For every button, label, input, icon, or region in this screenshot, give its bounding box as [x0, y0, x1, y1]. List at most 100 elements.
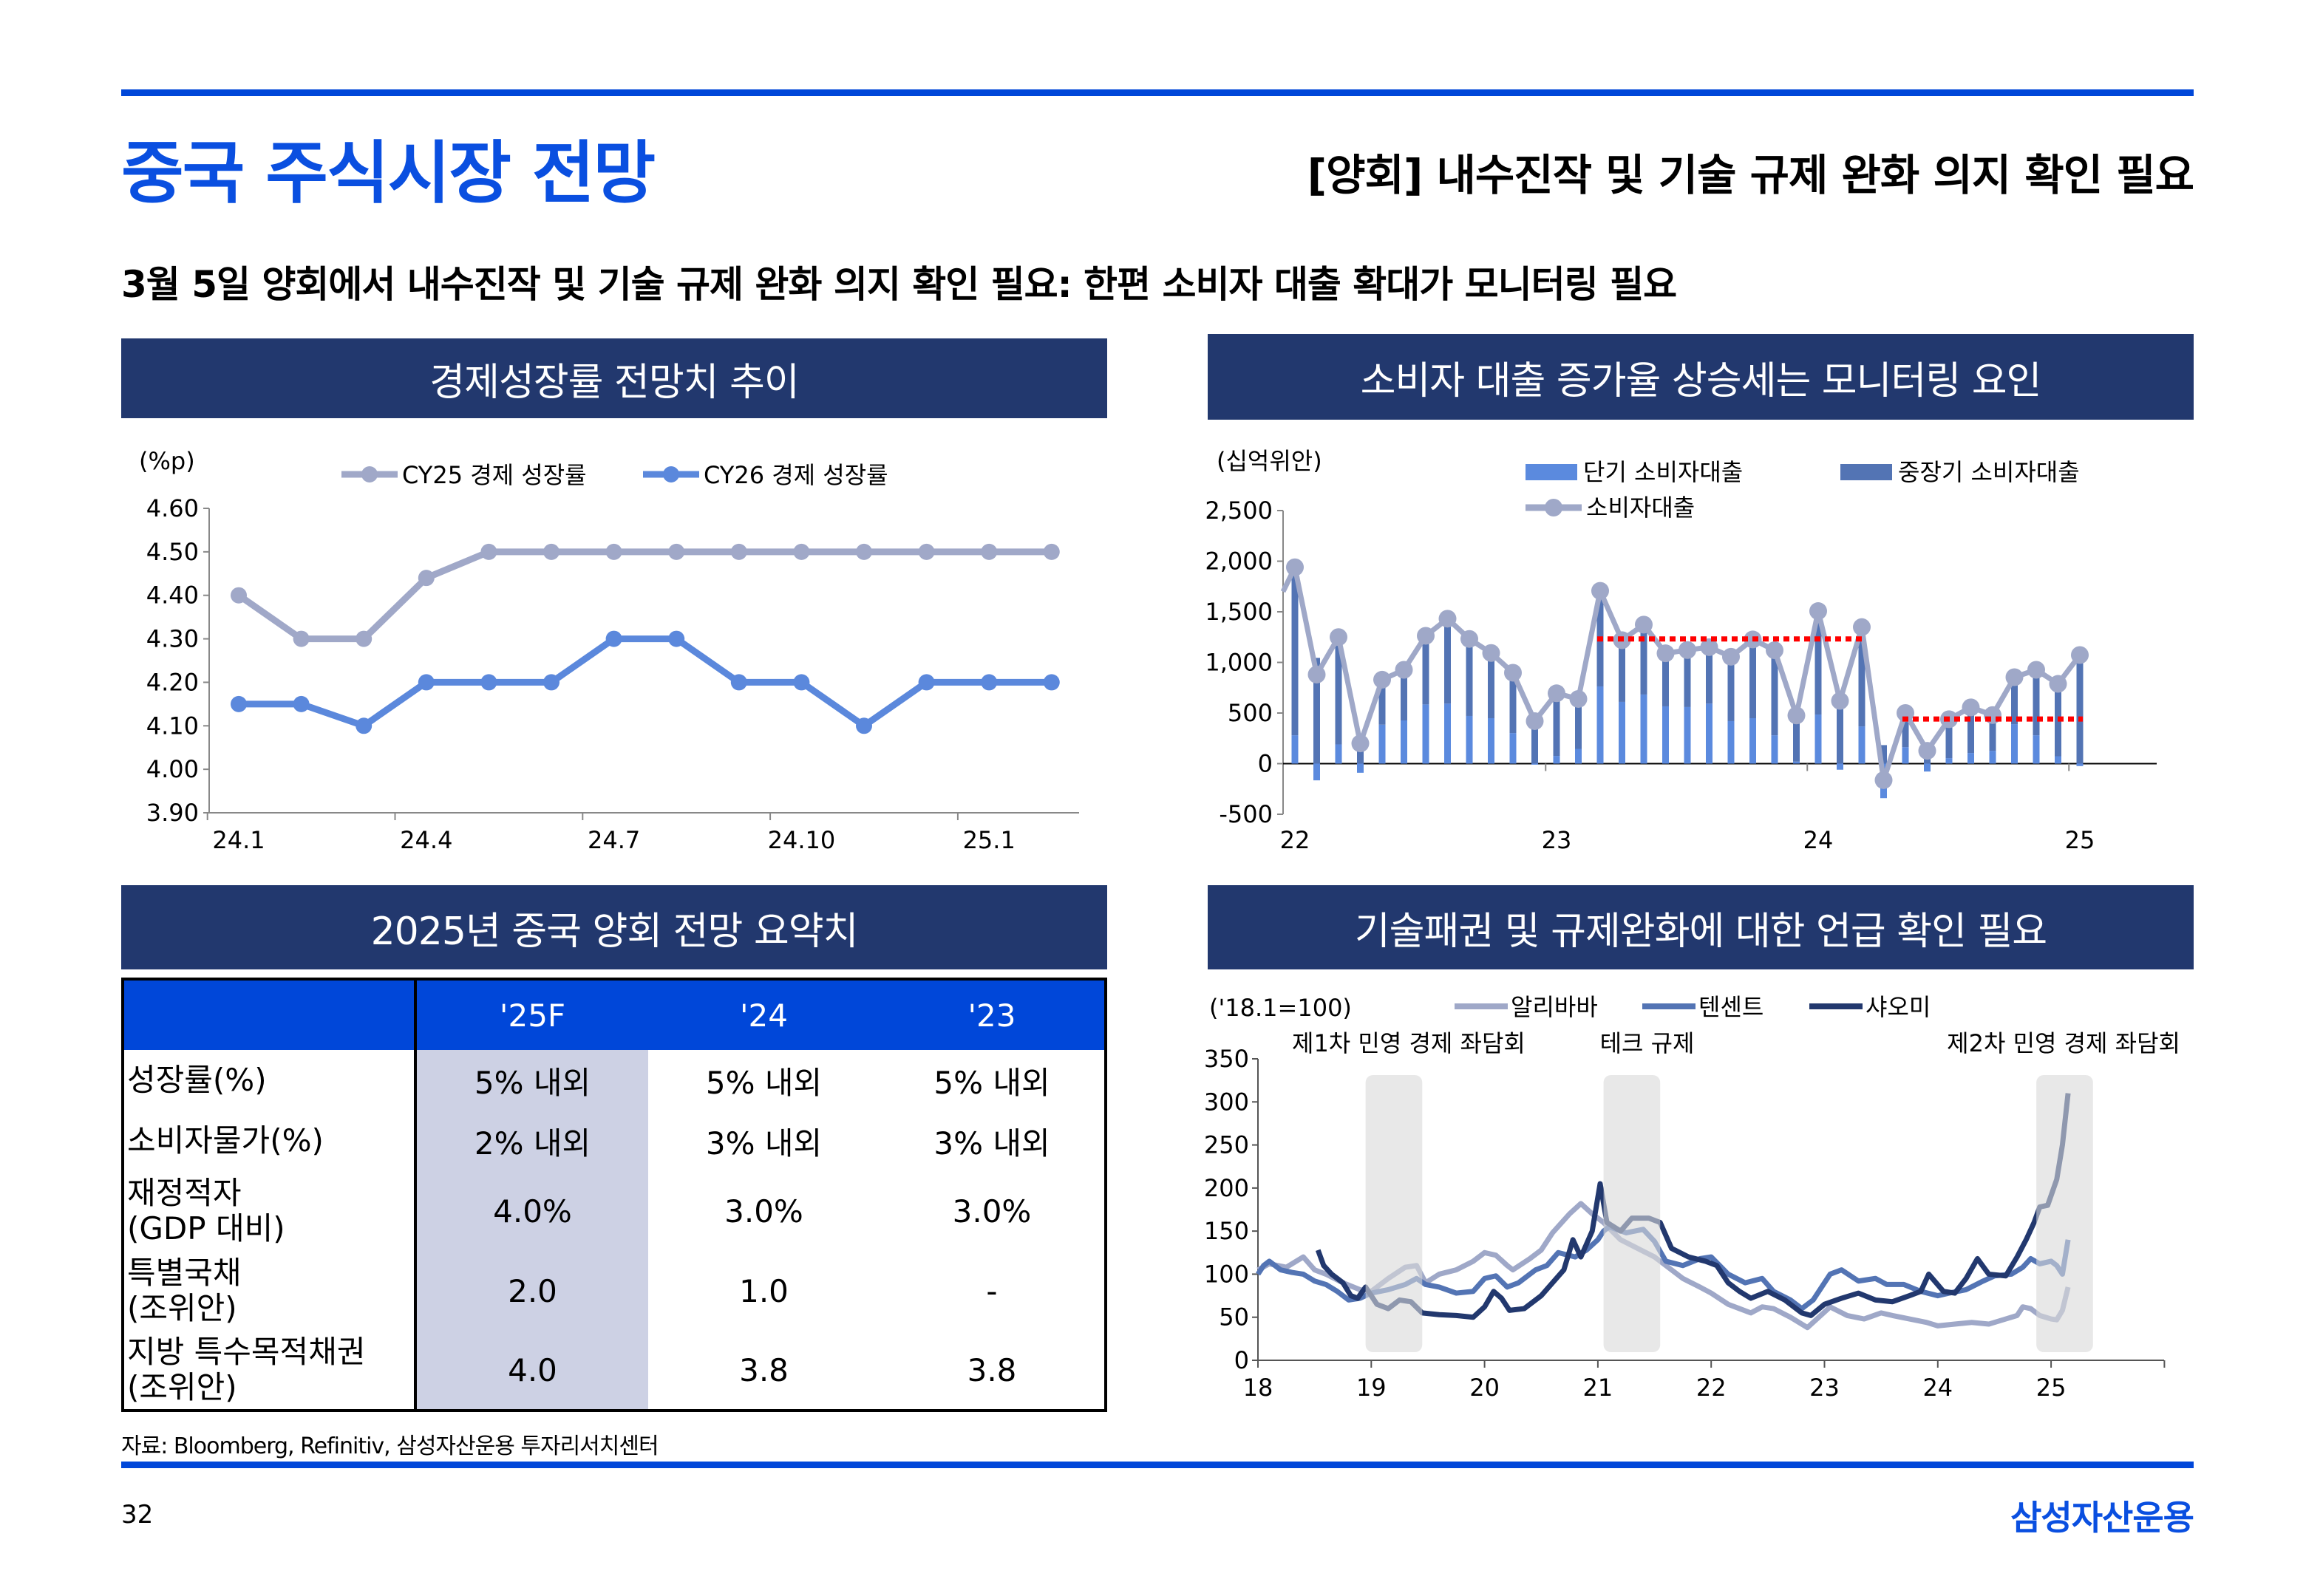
bar-short-loan	[1727, 720, 1735, 764]
bar-short-loan	[1989, 751, 1996, 764]
bar-long-loan	[1509, 672, 1517, 734]
legend-swatch-short	[1526, 464, 1577, 480]
y-tick-label: 50	[1219, 1303, 1249, 1331]
bar-short-loan	[1313, 763, 1320, 781]
bar-short-loan	[1902, 747, 1909, 764]
bar-long-loan	[1902, 713, 1909, 748]
bar-long-loan	[1531, 720, 1538, 764]
table-header-cell: '23	[880, 979, 1106, 1050]
data-point	[1679, 641, 1696, 659]
bar-short-loan	[1924, 763, 1931, 772]
data-point	[480, 674, 497, 691]
table-cell: 3% 내외	[933, 1125, 1050, 1162]
event-annotation-label: 테크 규제	[1600, 1029, 1695, 1057]
section-title-loans: 소비자 대출 증가율 상승세는 모니터링 요인	[1208, 334, 2194, 420]
legend-label-short: 단기 소비자대출	[1583, 458, 1743, 486]
bar-long-loan	[1335, 637, 1342, 745]
x-tick-label: 23	[1542, 826, 1572, 854]
legend-label-tencent: 텐센트	[1698, 993, 1763, 1021]
x-tick-label: 25.1	[963, 826, 1016, 854]
table-cell: 3.0%	[952, 1193, 1032, 1230]
data-point	[1307, 665, 1326, 683]
bar-long-loan	[1793, 715, 1800, 762]
bar-long-loan	[1466, 638, 1473, 716]
table-cell: 5% 내외	[415, 1050, 648, 1111]
bar-short-loan	[1814, 715, 1822, 764]
data-point	[480, 543, 497, 560]
table-row: 특별국채 (조위안) 2.0 1.0-	[123, 1251, 1106, 1331]
bar-long-loan	[1771, 650, 1778, 736]
data-point	[1043, 674, 1060, 691]
y-tick-label: 4.50	[146, 538, 199, 566]
bar-long-loan	[1814, 611, 1822, 715]
data-point	[1635, 615, 1653, 634]
data-point	[293, 695, 310, 712]
y-tick-label: 2,500	[1205, 497, 1273, 525]
table-cell: 3.8	[967, 1351, 1017, 1388]
y-tick-label: 0	[1258, 750, 1273, 778]
table-cell: 2% 내외	[415, 1111, 648, 1171]
bar-short-loan	[1378, 724, 1386, 764]
data-point	[1286, 558, 1304, 576]
source-note: 자료: Bloomberg, Refinitiv, 삼성자산운용 투자리서치센터	[121, 1433, 659, 1459]
data-point	[356, 717, 373, 734]
data-point	[1591, 582, 1609, 600]
table-row: 재정적자 (GDP 대비) 4.0% 3.0% 3.0%	[123, 1171, 1106, 1251]
legend-label-alibaba: 알리바바	[1511, 993, 1598, 1021]
legend-swatch-long	[1840, 464, 1892, 480]
table-cell: 3.0%	[724, 1193, 803, 1230]
row-label-line: (조위안)	[127, 1369, 237, 1405]
data-point	[793, 543, 810, 560]
bar-long-loan	[2076, 652, 2084, 764]
growth-forecast-chart: (%p) CY25 경제 성장률 CY26 경제 성장률 4.60 4.50 4.4…	[139, 447, 1079, 854]
bar-short-loan	[2011, 724, 2018, 764]
bar-long-loan	[1989, 715, 1996, 751]
data-point	[543, 543, 560, 560]
x-tick-label: 22	[1280, 826, 1310, 854]
bar-short-loan	[1640, 694, 1647, 764]
table-cell: 4.0	[415, 1331, 648, 1411]
bar-short-loan	[2055, 756, 2061, 764]
y-tick-label: 350	[1204, 1045, 1249, 1073]
highlight-band	[1603, 1075, 1661, 1352]
bar-short-loan	[1531, 763, 1538, 765]
bar-long-loan	[1727, 656, 1735, 721]
bar-short-loan	[1858, 726, 1865, 764]
data-point	[1526, 712, 1544, 730]
x-tick-label: 21	[1583, 1374, 1613, 1402]
bar-long-loan	[1880, 745, 1887, 764]
bar-short-loan	[1575, 748, 1582, 764]
top-rule	[121, 89, 2194, 96]
legend-label-long: 중장기 소비자대출	[1898, 458, 2080, 486]
data-point	[856, 543, 872, 560]
y-unit-label: (십억위안)	[1217, 447, 1322, 475]
data-point	[1460, 630, 1478, 648]
table-row: 소비자물가(%) 2% 내외 3% 내외 3% 내외	[123, 1111, 1106, 1171]
data-point	[605, 543, 622, 560]
y-unit-label: (%p)	[139, 447, 195, 475]
row-label: 성장률(%)	[123, 1050, 417, 1111]
series-line-cy25	[237, 548, 1052, 643]
table-cell: 3.8	[739, 1351, 789, 1388]
bar-short-loan	[1684, 706, 1691, 764]
table-row: 성장률(%) 5% 내외 5% 내외 5% 내외	[123, 1050, 1106, 1111]
legend-label-cy25: CY25 경제 성장률	[402, 461, 587, 489]
legend: 알리바바 텐센트 샤오미	[1455, 993, 1931, 1021]
table-header-cell: '24	[648, 979, 880, 1050]
x-tick-label: 24.1	[212, 826, 265, 854]
data-point	[2071, 646, 2089, 664]
table-cell: 2.0	[415, 1251, 648, 1331]
legend-label-total: 소비자대출	[1586, 494, 1695, 522]
data-point	[1853, 618, 1871, 636]
bar-long-loan	[1837, 695, 1843, 764]
x-tick-label: 24.4	[400, 826, 452, 854]
data-point	[1043, 543, 1060, 560]
legend: CY25 경제 성장률 CY26 경제 성장률	[341, 461, 888, 489]
legend-marker-cy26	[663, 466, 679, 482]
y-tick-label: 4.40	[146, 582, 199, 610]
data-point	[1482, 644, 1500, 662]
table-cell: 3% 내외	[705, 1125, 823, 1162]
bar-long-loan	[1575, 698, 1582, 749]
row-label: 소비자물가(%)	[123, 1111, 417, 1171]
data-point	[231, 587, 247, 604]
